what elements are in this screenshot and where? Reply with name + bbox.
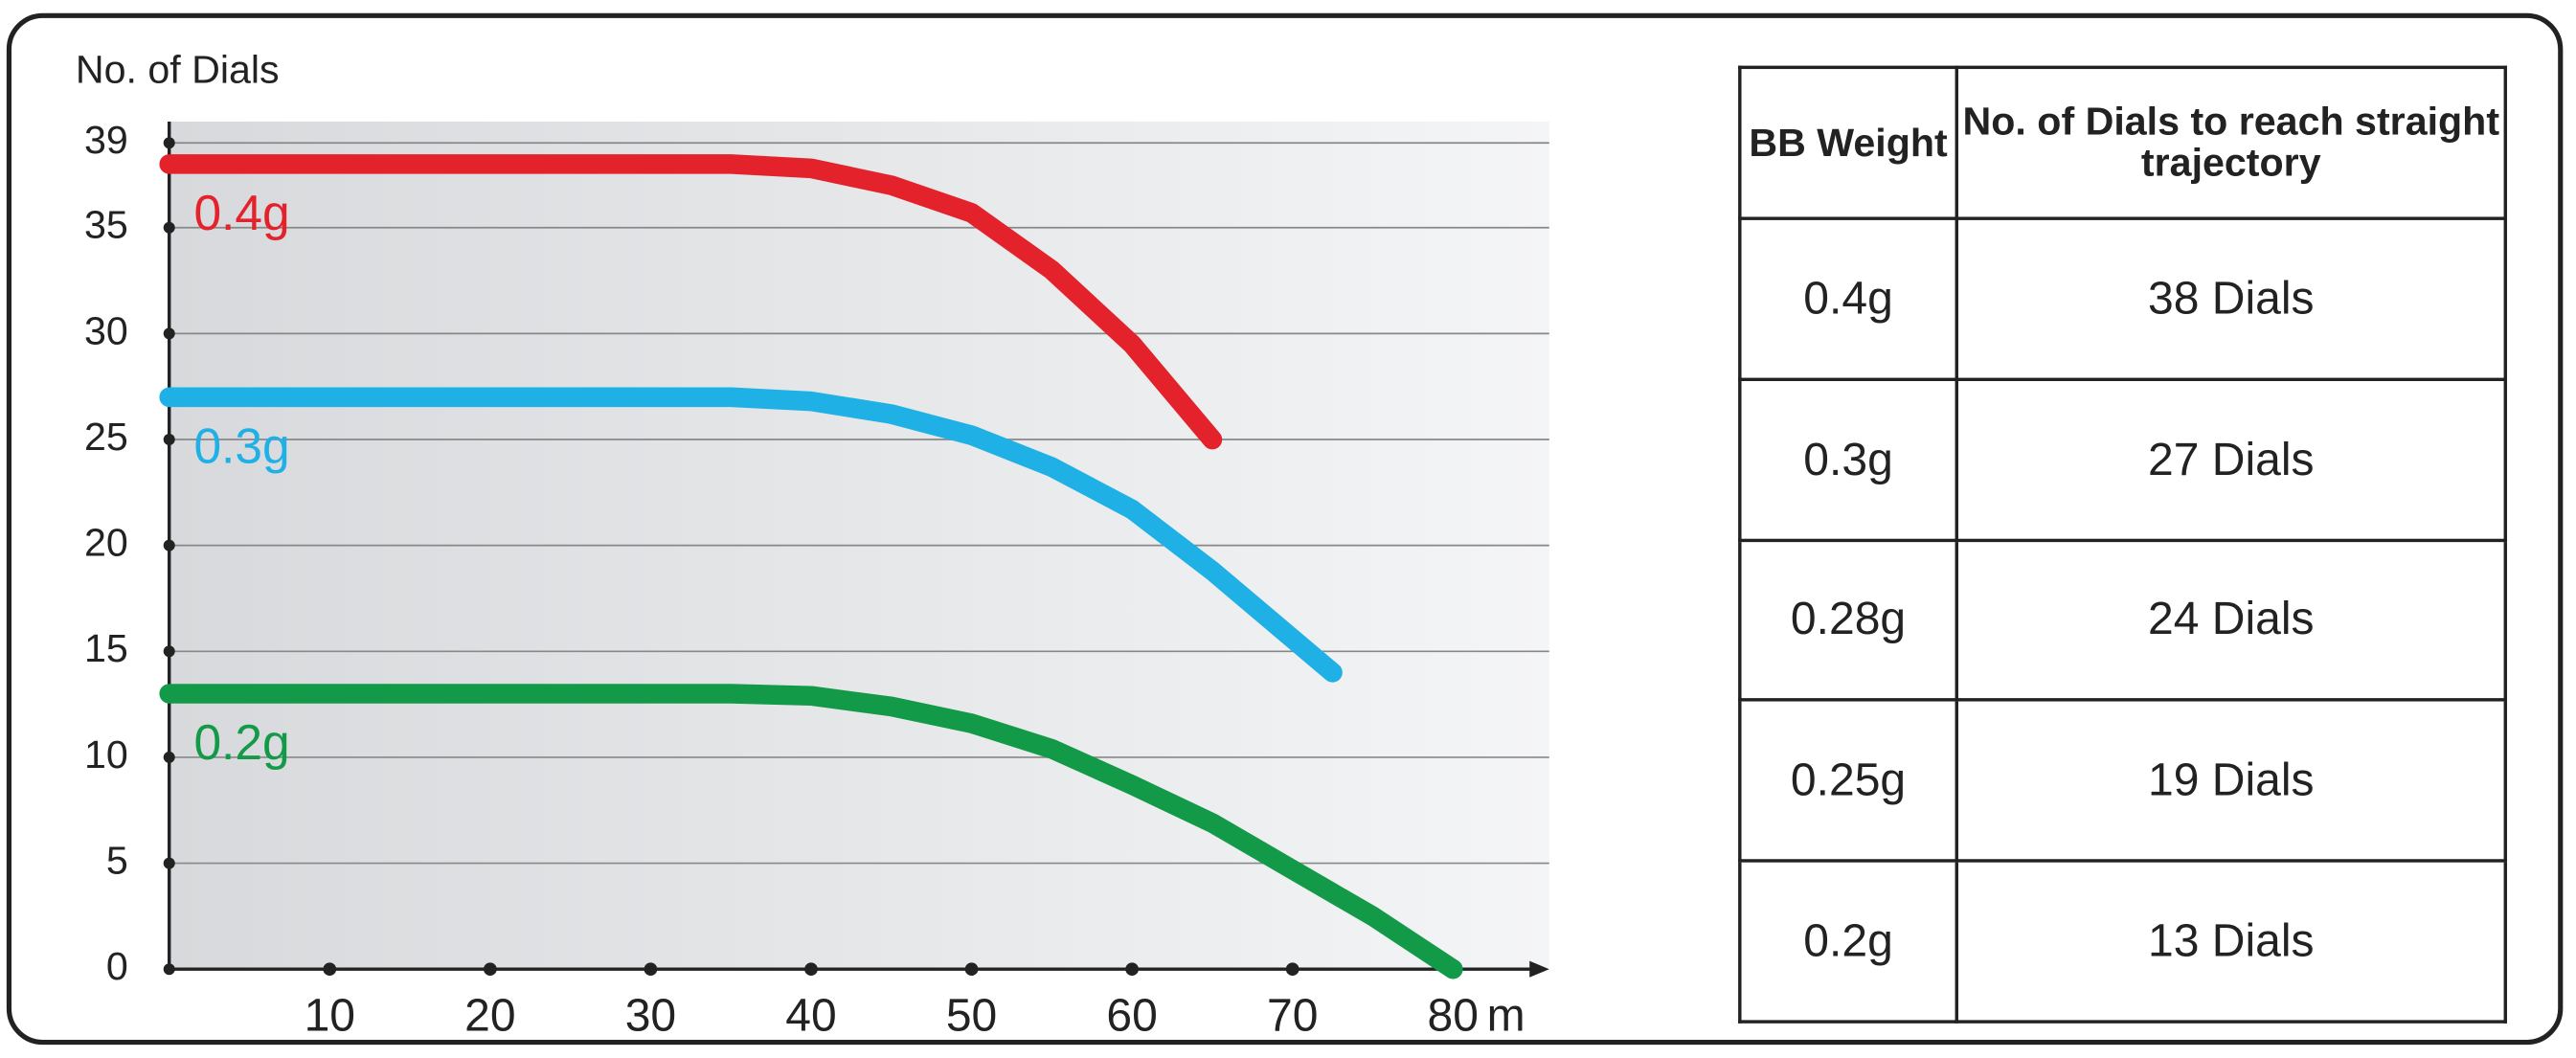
x-tick-label: 30 xyxy=(625,990,676,1041)
series-label: 0.4g xyxy=(193,185,289,240)
table-cell: 38 Dials xyxy=(1955,216,2508,381)
table-cell: 24 Dials xyxy=(1955,538,2508,703)
series-line xyxy=(159,684,1463,979)
header-row: BB Weight No. of Dials to reach straight… xyxy=(1738,65,2508,220)
chart: No. of Dials 0 5 10 15 20 25 30 35 39 10 20 30 40 50 6… xyxy=(76,47,1549,1041)
y-tick-label: 20 xyxy=(84,521,128,565)
x-axis-arrow xyxy=(1529,960,1549,978)
table-cell: 19 Dials xyxy=(1955,698,2508,864)
x-tick xyxy=(964,962,979,977)
table-cell: 0.25g xyxy=(1738,698,1958,864)
table-cell: 27 Dials xyxy=(1955,377,2508,542)
x-tick-label: 20 xyxy=(464,990,515,1041)
x-tick xyxy=(1125,962,1139,977)
header-cell: No. of Dials to reach straight trajector… xyxy=(1955,65,2508,220)
y-axis-label: No. of Dials xyxy=(76,47,280,91)
table: BB Weight No. of Dials to reach straight… xyxy=(1738,65,2508,1024)
table-row: 0.2g 13 Dials xyxy=(1738,859,2508,1024)
series-label: 0.2g xyxy=(193,714,289,770)
frame xyxy=(6,12,2564,1046)
table-cell: 0.4g xyxy=(1738,216,1958,381)
table-cell: 13 Dials xyxy=(1955,859,2508,1024)
series-line xyxy=(159,154,1223,450)
x-tick xyxy=(483,962,497,977)
header-cell: BB Weight xyxy=(1738,65,1958,220)
x-tick-label: 70 xyxy=(1267,990,1318,1041)
y-tick-label: 35 xyxy=(84,203,128,247)
table-row: 0.28g 24 Dials xyxy=(1738,538,2508,703)
table-cell: 0.28g xyxy=(1738,538,1958,703)
x-tick xyxy=(1285,962,1299,977)
x-tick-label: 80 xyxy=(1428,990,1479,1041)
x-tick xyxy=(644,962,658,977)
y-tick-label: 25 xyxy=(84,415,128,459)
x-tick-label: 10 xyxy=(305,990,355,1041)
x-tick-label: 40 xyxy=(785,990,836,1041)
table-row: 0.25g 19 Dials xyxy=(1738,698,2508,864)
y-tick-label: 5 xyxy=(106,838,128,882)
table-row: 0.3g 27 Dials xyxy=(1738,377,2508,542)
y-tick-label: 39 xyxy=(84,118,128,162)
x-tick xyxy=(323,962,337,977)
table-row: 0.4g 38 Dials xyxy=(1738,216,2508,381)
x-tick-label: 50 xyxy=(946,990,997,1041)
table-cell: 0.2g xyxy=(1738,859,1958,1024)
x-tick xyxy=(804,962,818,977)
y-tick-label: 10 xyxy=(84,732,128,777)
y-tick-label: 0 xyxy=(106,944,128,988)
y-tick-label: 15 xyxy=(84,626,128,670)
series-label: 0.3g xyxy=(193,417,289,473)
series-line xyxy=(159,387,1343,683)
x-axis-label: m xyxy=(1487,990,1525,1041)
y-tick-label: 30 xyxy=(84,308,128,352)
x-tick-label: 60 xyxy=(1106,990,1157,1041)
table-cell: 0.3g xyxy=(1738,377,1958,542)
